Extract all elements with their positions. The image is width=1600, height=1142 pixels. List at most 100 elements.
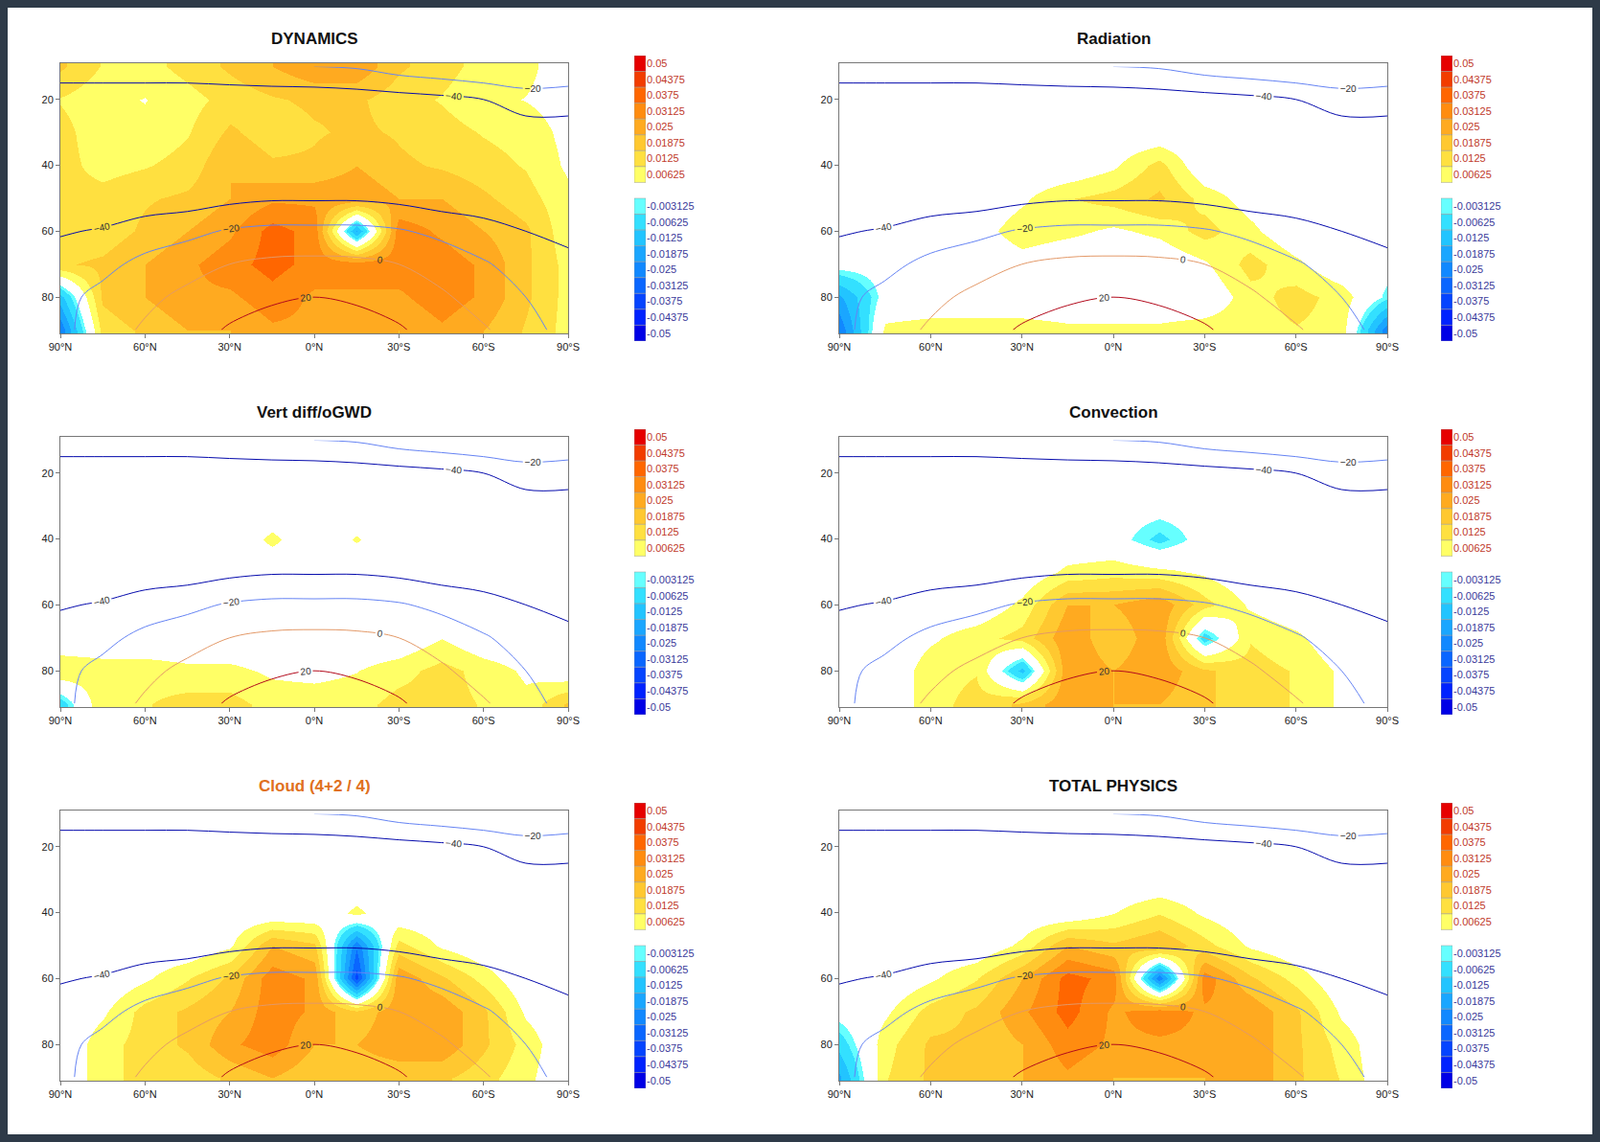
- svg-text:-0.0375: -0.0375: [646, 295, 683, 307]
- svg-text:-0.01875: -0.01875: [1453, 621, 1495, 634]
- svg-text:20: 20: [821, 93, 833, 106]
- svg-text:20: 20: [1097, 665, 1111, 678]
- svg-text:60°N: 60°N: [918, 1088, 943, 1100]
- svg-text:-0.003125: -0.003125: [646, 200, 695, 212]
- svg-text:30°S: 30°S: [387, 1088, 411, 1100]
- svg-text:−40: −40: [1255, 463, 1273, 476]
- svg-text:-0.025: -0.025: [646, 637, 677, 649]
- svg-text:-0.025: -0.025: [1453, 637, 1484, 649]
- svg-text:−40: −40: [92, 967, 112, 982]
- svg-text:0.05: 0.05: [1453, 57, 1474, 69]
- svg-text:90°N: 90°N: [827, 714, 852, 727]
- svg-text:0.04375: 0.04375: [646, 73, 686, 86]
- svg-text:60: 60: [42, 225, 54, 237]
- svg-text:80: 80: [42, 664, 54, 677]
- svg-text:-0.003125: -0.003125: [646, 947, 695, 960]
- svg-text:30°S: 30°S: [387, 341, 411, 353]
- svg-text:0°N: 0°N: [1104, 1088, 1123, 1100]
- svg-text:40: 40: [42, 906, 54, 918]
- svg-text:30°S: 30°S: [1192, 714, 1216, 727]
- svg-text:−20: −20: [1340, 83, 1357, 94]
- svg-text:20: 20: [299, 665, 313, 678]
- svg-text:−40: −40: [874, 967, 893, 982]
- svg-text:−20: −20: [1340, 457, 1357, 468]
- svg-text:-0.003125: -0.003125: [1453, 947, 1502, 960]
- svg-text:-0.00625: -0.00625: [1453, 590, 1495, 602]
- svg-text:0.04375: 0.04375: [1453, 821, 1492, 833]
- svg-text:0°N: 0°N: [305, 341, 324, 353]
- svg-text:−40: −40: [445, 837, 463, 849]
- svg-text:60°N: 60°N: [133, 1088, 158, 1100]
- svg-text:-0.03125: -0.03125: [1453, 1027, 1495, 1039]
- svg-text:80: 80: [821, 1038, 833, 1051]
- svg-text:-0.04375: -0.04375: [1453, 311, 1495, 323]
- svg-text:0.04375: 0.04375: [646, 447, 686, 459]
- svg-text:0.05: 0.05: [1453, 804, 1474, 817]
- svg-text:−20: −20: [222, 969, 241, 983]
- svg-text:−40: −40: [445, 90, 463, 102]
- svg-text:−40: −40: [445, 463, 463, 476]
- svg-text:-0.00625: -0.00625: [646, 216, 688, 229]
- svg-text:20: 20: [42, 93, 54, 106]
- svg-text:0: 0: [376, 253, 385, 266]
- svg-text:-0.05: -0.05: [1453, 701, 1478, 713]
- svg-text:90°S: 90°S: [556, 714, 580, 727]
- svg-text:60°N: 60°N: [918, 714, 943, 727]
- svg-text:30°N: 30°N: [217, 1088, 242, 1100]
- svg-text:−40: −40: [874, 594, 893, 608]
- svg-text:0.00625: 0.00625: [1453, 915, 1492, 928]
- svg-text:0.0125: 0.0125: [646, 152, 680, 164]
- svg-text:−20: −20: [222, 595, 241, 609]
- svg-text:0.0375: 0.0375: [646, 836, 680, 848]
- svg-text:0: 0: [1179, 627, 1187, 640]
- svg-text:0.0125: 0.0125: [646, 899, 680, 912]
- svg-text:0.04375: 0.04375: [646, 821, 686, 833]
- svg-text:-0.04375: -0.04375: [1453, 685, 1495, 697]
- svg-text:-0.03125: -0.03125: [646, 279, 688, 292]
- svg-text:-0.0125: -0.0125: [1453, 605, 1489, 618]
- svg-text:0.025: 0.025: [1453, 494, 1481, 506]
- svg-text:60°S: 60°S: [1284, 1088, 1308, 1100]
- svg-text:-0.025: -0.025: [1453, 263, 1484, 275]
- svg-text:-0.0125: -0.0125: [1453, 231, 1489, 244]
- svg-text:-0.00625: -0.00625: [1453, 216, 1495, 229]
- svg-text:0.04375: 0.04375: [1453, 73, 1492, 86]
- svg-text:−20: −20: [1016, 222, 1035, 235]
- svg-text:0.03125: 0.03125: [646, 479, 686, 491]
- svg-text:0.025: 0.025: [1453, 120, 1481, 133]
- svg-text:0°N: 0°N: [1104, 341, 1123, 353]
- svg-text:0.01875: 0.01875: [646, 137, 686, 149]
- svg-text:0.01875: 0.01875: [646, 510, 686, 523]
- svg-text:−40: −40: [1255, 90, 1273, 102]
- svg-text:30°N: 30°N: [1009, 714, 1034, 727]
- svg-text:0.05: 0.05: [1453, 431, 1474, 443]
- svg-text:-0.03125: -0.03125: [646, 653, 688, 665]
- svg-text:-0.0375: -0.0375: [1453, 668, 1489, 681]
- svg-text:30°N: 30°N: [1009, 341, 1034, 353]
- svg-text:20: 20: [821, 467, 833, 480]
- svg-text:60°S: 60°S: [472, 1088, 496, 1100]
- svg-text:0.04375: 0.04375: [1453, 447, 1492, 459]
- svg-text:0: 0: [376, 627, 385, 640]
- svg-text:-0.01875: -0.01875: [646, 621, 688, 634]
- svg-text:0.01875: 0.01875: [1453, 510, 1492, 523]
- svg-text:80: 80: [42, 1038, 54, 1051]
- svg-text:60°S: 60°S: [1284, 714, 1308, 727]
- svg-text:40: 40: [821, 906, 833, 918]
- svg-text:60: 60: [42, 972, 54, 984]
- svg-text:80: 80: [821, 664, 833, 677]
- svg-text:20: 20: [299, 292, 313, 304]
- svg-text:0.03125: 0.03125: [646, 852, 686, 865]
- svg-text:0: 0: [376, 1001, 385, 1013]
- svg-text:90°N: 90°N: [827, 1088, 852, 1100]
- svg-text:30°S: 30°S: [1192, 341, 1216, 353]
- svg-text:0.0125: 0.0125: [1453, 525, 1486, 538]
- svg-text:0.00625: 0.00625: [646, 915, 686, 928]
- svg-text:60: 60: [42, 598, 54, 611]
- svg-text:0.05: 0.05: [646, 804, 667, 817]
- svg-text:-0.05: -0.05: [646, 327, 671, 340]
- svg-text:-0.0125: -0.0125: [646, 231, 683, 244]
- svg-text:0.0375: 0.0375: [646, 89, 680, 101]
- svg-text:60: 60: [821, 972, 833, 984]
- svg-text:80: 80: [42, 291, 54, 303]
